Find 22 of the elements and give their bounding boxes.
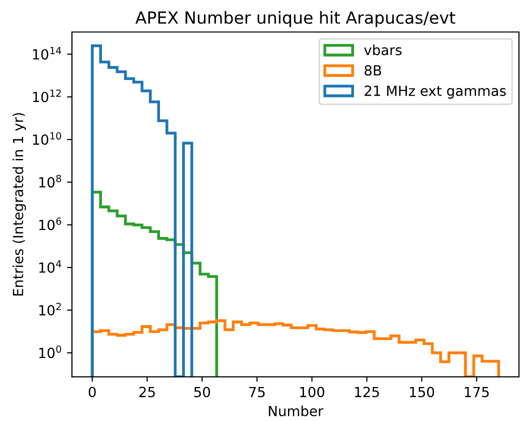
legend-label: 21 MHz ext gammas	[364, 86, 506, 99]
legend-label: 8B	[364, 65, 382, 76]
x-axis-title: Number	[268, 406, 324, 416]
y-tick-label: 10$^{10}$	[33, 132, 62, 145]
y-tick-label: 10$^{2}$	[39, 302, 61, 316]
legend-label: vbars	[364, 44, 402, 56]
x-tick-label: 125	[355, 386, 379, 398]
y-tick-label: 10$^{0}$	[39, 345, 62, 358]
y-tick-label: 10$^{14}$	[33, 46, 62, 60]
x-tick-label: 50	[194, 386, 210, 398]
x-tick-label: 150	[410, 386, 434, 398]
y-tick-label: 10$^{6}$	[39, 217, 62, 230]
chart-title: APEX Number unique hit Arapucas/evt	[135, 11, 456, 28]
y-tick-label: 10$^{12}$	[33, 90, 61, 102]
x-tick-label: 25	[139, 386, 155, 398]
x-tick-label: 100	[300, 386, 324, 398]
y-tick-label: 10$^{4}$	[39, 260, 62, 273]
x-tick-label: 0	[88, 386, 96, 398]
y-tick-label: 10$^{8}$	[39, 174, 62, 188]
x-tick-label: 75	[249, 386, 265, 398]
y-axis-title: Entries (Integrated in 1 yr)	[12, 113, 26, 296]
x-tick-label: 175	[464, 386, 489, 398]
